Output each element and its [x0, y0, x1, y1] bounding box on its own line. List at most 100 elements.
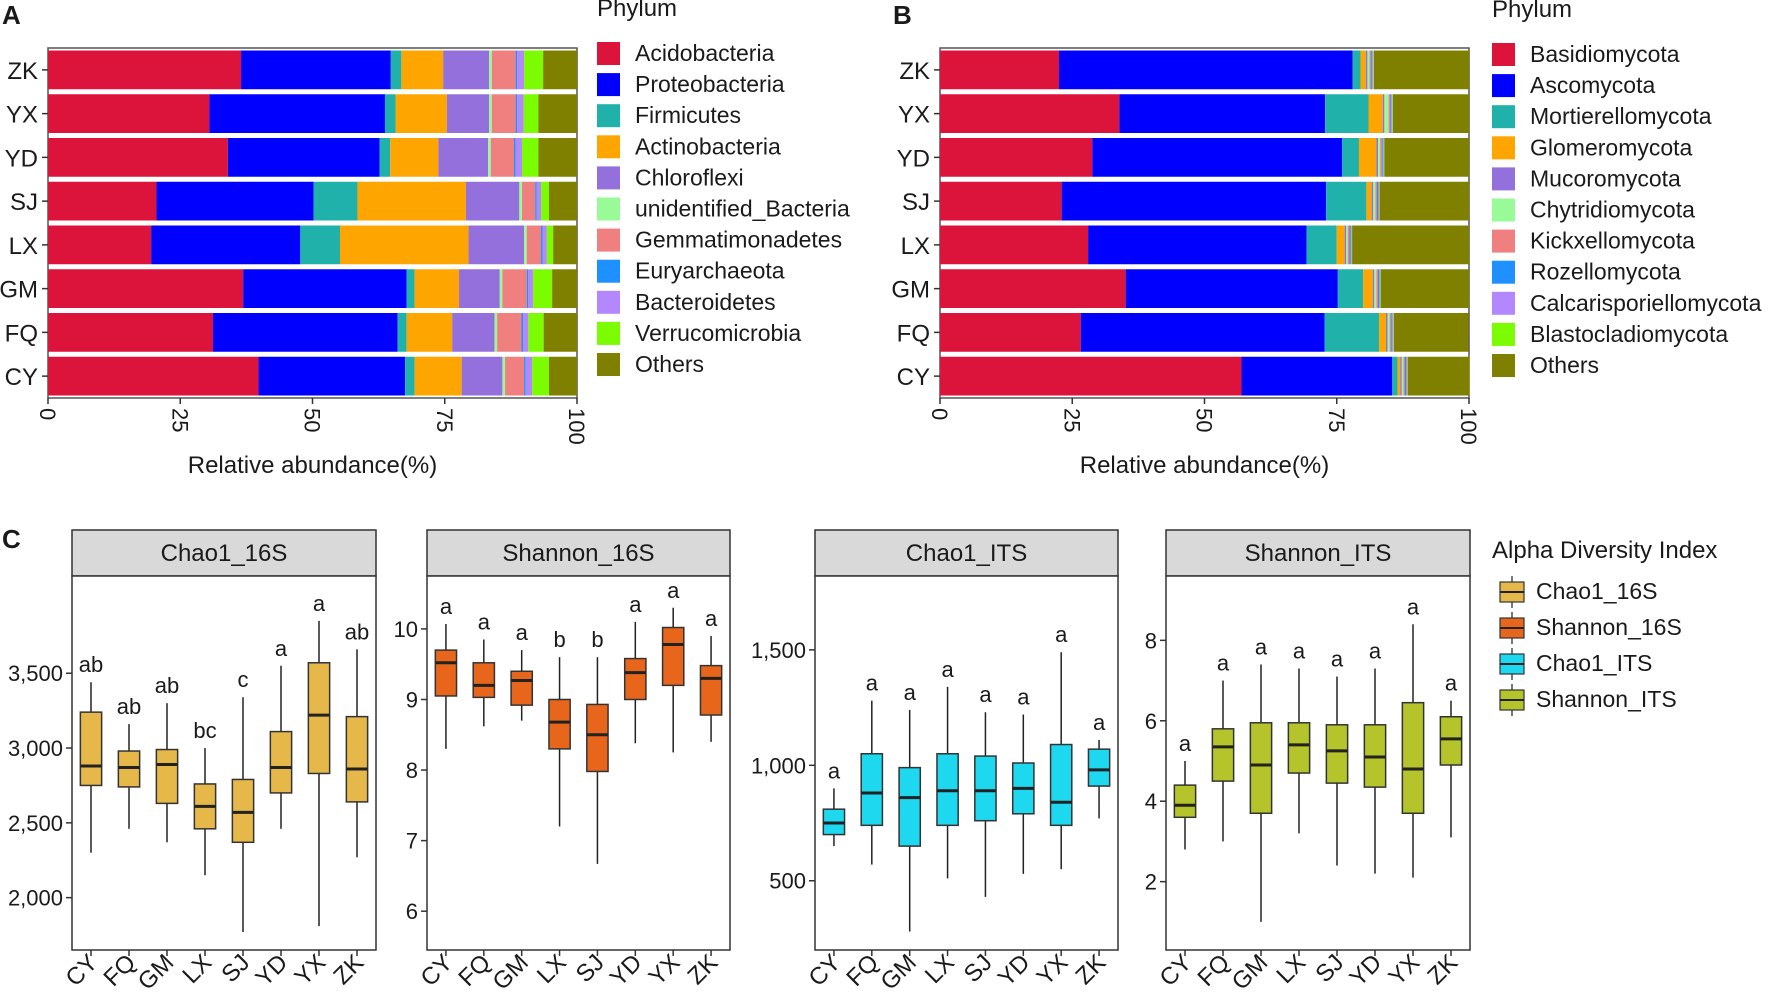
significance-label-yd: a [275, 636, 288, 661]
bar-segment-yd-10 [1384, 138, 1469, 177]
bar-segment-lx-7 [1349, 225, 1351, 265]
x-tick-label: YD [251, 949, 294, 992]
legend-label-7: Euryarchaeota [635, 258, 785, 284]
legend-label-5: unidentified_Bacteria [635, 196, 850, 222]
bar-segment-zk-9 [524, 50, 544, 90]
bar-segment-yd-5 [1378, 138, 1381, 177]
bar-segment-lx-8 [1350, 225, 1352, 265]
x-tick-label: GM [1227, 949, 1273, 995]
bar-segment-yd-4 [438, 138, 489, 177]
bar-segment-cy-6 [1403, 356, 1405, 396]
bar-segment-sj-8 [1378, 181, 1380, 221]
bar-segment-yx-1 [1119, 94, 1326, 133]
y-tick-label: ZK [7, 58, 38, 85]
y-tick-label: YD [897, 145, 930, 172]
x-tick-label: LX [532, 949, 572, 989]
box-gm [1249, 722, 1273, 815]
bar-segment-zk-8 [1372, 50, 1374, 90]
bar-segment-yd-7 [1381, 138, 1383, 177]
significance-label-cy: ab [79, 652, 103, 677]
legend-label-0: Chao1_16S [1536, 578, 1658, 604]
bar-segment-sj-0 [940, 181, 1062, 221]
bar-segment-sj-1 [1061, 181, 1327, 221]
x-tick-label: SJ [959, 949, 998, 988]
significance-label-cy: a [1179, 731, 1192, 756]
y-tick-label: FQ [897, 320, 930, 347]
bar-segment-fq-10 [1393, 313, 1469, 352]
legend-alpha-diversity: Alpha Diversity Index Chao1_16S Shannon_16… [1492, 537, 1717, 716]
bar-segment-yd-3 [1358, 138, 1377, 177]
x-tick-label: YD [1345, 949, 1388, 992]
bar-segment-sj-4 [1371, 181, 1374, 221]
y-tick-label: 3,000 [8, 736, 63, 761]
bar-segment-gm-10 [1380, 269, 1469, 308]
bar-segment-gm-0 [940, 269, 1126, 308]
bar-segment-yd-8 [515, 138, 522, 177]
bar-segment-cy-1 [258, 356, 406, 396]
panel-label-b: B [893, 0, 912, 30]
bar-segment-yx-3 [1368, 94, 1383, 133]
significance-label-yx: a [313, 591, 326, 616]
bar-segment-gm-2 [1337, 269, 1364, 308]
bar-segment-gm-1 [1125, 269, 1338, 308]
y-tick-label: 2 [1145, 870, 1157, 895]
box-yx [1049, 743, 1073, 827]
legend-label-3: Actinobacteria [635, 133, 781, 159]
bar-segment-yx-3 [395, 94, 447, 133]
significance-label-cy: a [828, 758, 841, 783]
x-tick-label: 50 [300, 408, 325, 432]
legend-swatch-7 [597, 259, 620, 283]
legend-label-9: Blastocladiomycota [1530, 321, 1728, 347]
x-tick-label: CY [61, 949, 104, 992]
bar-segment-gm-8 [1379, 269, 1381, 308]
y-tick-label: 500 [769, 869, 806, 894]
bar-segment-cy-1 [1241, 356, 1393, 396]
stacked-bar-chart-bacteria: ZK YX YD SJ LX GM FQ CY 0 25 50 75 100 Relative abund… [0, 0, 850, 479]
bar-segment-cy-10 [1407, 356, 1470, 396]
bar-segment-yx-7 [515, 94, 518, 133]
bar-segment-yd-0 [940, 138, 1093, 177]
bar-segment-cy-9 [1407, 356, 1408, 396]
bar-segment-lx-5 [1346, 225, 1348, 265]
bar-segment-yd-0 [48, 138, 228, 177]
box-lx [548, 698, 571, 750]
significance-label-yd: a [1369, 638, 1382, 663]
legend-label-2: Mortierellomycota [1530, 103, 1712, 129]
significance-label-sj: c [238, 667, 249, 692]
significance-label-sj: a [1331, 647, 1344, 672]
bar-segment-yx-9 [1392, 94, 1393, 133]
bar-segment-fq-6 [497, 313, 522, 352]
bar-segment-sj-4 [465, 181, 520, 221]
box-gm [510, 670, 534, 706]
box-fq [860, 753, 884, 827]
box-yd [269, 730, 293, 794]
legend-label-8: Calcarisporiellomycota [1530, 290, 1762, 316]
bar-segment-lx-1 [1088, 225, 1307, 265]
legend-label-4: Mucoromycota [1530, 165, 1681, 191]
box-lx [1287, 722, 1311, 774]
bar-segment-sj-1 [156, 181, 314, 221]
legend-swatch-9 [1492, 322, 1515, 346]
bar-segment-sj-2 [1326, 181, 1367, 221]
y-tick-label: 3,500 [8, 661, 63, 686]
y-tick-label: 1,500 [751, 638, 806, 663]
bar-segment-lx-4 [468, 225, 525, 265]
box-cy [434, 649, 458, 697]
significance-label-lx: b [553, 627, 565, 652]
facet-plot-area [1165, 575, 1471, 951]
y-tick-label: FQ [5, 320, 38, 347]
legend-swatch-4 [597, 166, 620, 190]
box-gm [155, 748, 179, 805]
legend-swatch-10 [1492, 354, 1515, 377]
bar-segment-zk-6 [491, 50, 516, 90]
bar-segment-zk-2 [1352, 50, 1361, 90]
significance-label-yx: a [667, 578, 680, 603]
bar-segment-cy-5 [502, 356, 506, 396]
x-tick-label: YX [290, 949, 332, 991]
y-tick-label: LX [901, 233, 930, 260]
bar-segment-sj-3 [1366, 181, 1372, 221]
stacked-bar-chart-fungi: ZK YX YD SJ LX GM FQ CY 0 25 50 75 100 Relative abund… [891, 0, 1761, 479]
legend-label-2: Firmicutes [635, 102, 741, 128]
facet-shannon_16s: Shannon_16S 6 7 8 9 10 a CY a FQ a GM b LX b SJ a YD a YX a Z… [394, 529, 731, 996]
legend-label-3: Shannon_ITS [1536, 686, 1677, 712]
